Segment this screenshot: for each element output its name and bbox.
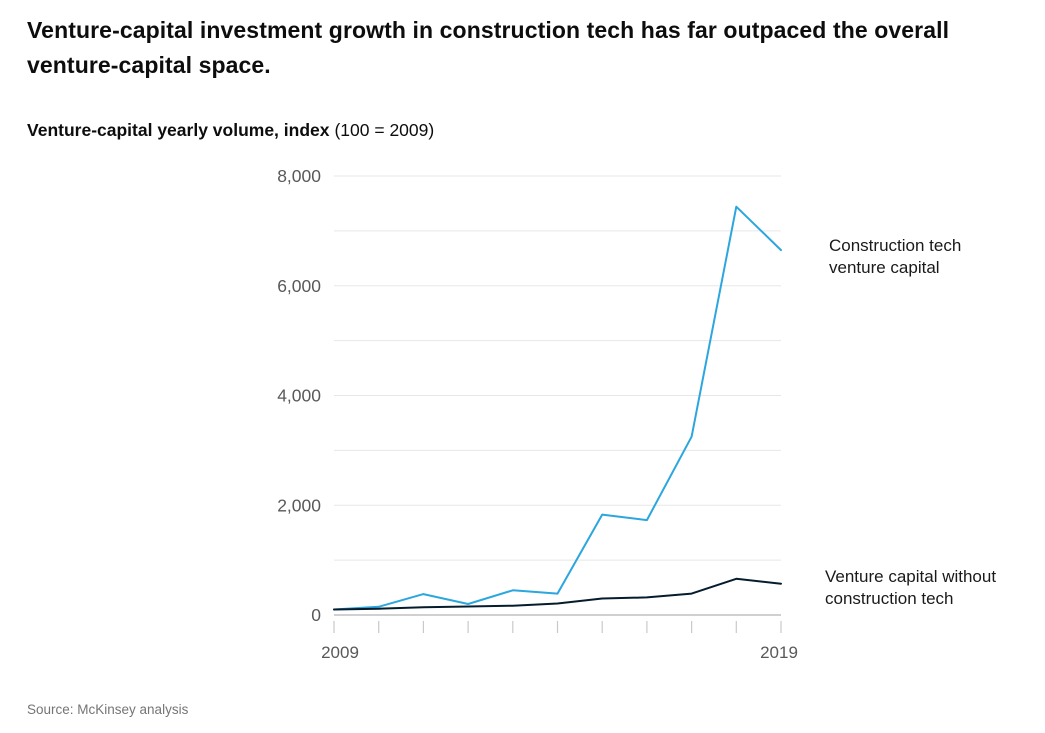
y-axis-tick-label: 0 [311,605,321,625]
x-axis-label-last: 2019 [760,643,798,662]
series-line-construction-tech [333,205,782,611]
x-axis-label-first: 2009 [321,643,359,662]
y-axis-tick-label: 6,000 [277,276,321,296]
chart-subtitle-units: (100 = 2009) [334,120,435,140]
y-axis-tick-label: 4,000 [277,386,321,406]
chart-subtitle: Venture-capital yearly volume, index (100… [27,120,927,141]
page-title: Venture-capital investment growth in con… [27,17,950,78]
series-label-construction-tech: Construction tech venture capital [829,236,962,277]
series-label-overall-vc: Venture capital without construction tec… [825,567,997,608]
y-axis-tick-label: 2,000 [277,495,321,515]
source-note: Source: McKinsey analysis [27,702,189,717]
series-line-overall-vc [333,577,782,611]
y-axis-tick-label: 8,000 [277,166,321,186]
chart-subtitle-bold: Venture-capital yearly volume, index [27,120,330,140]
